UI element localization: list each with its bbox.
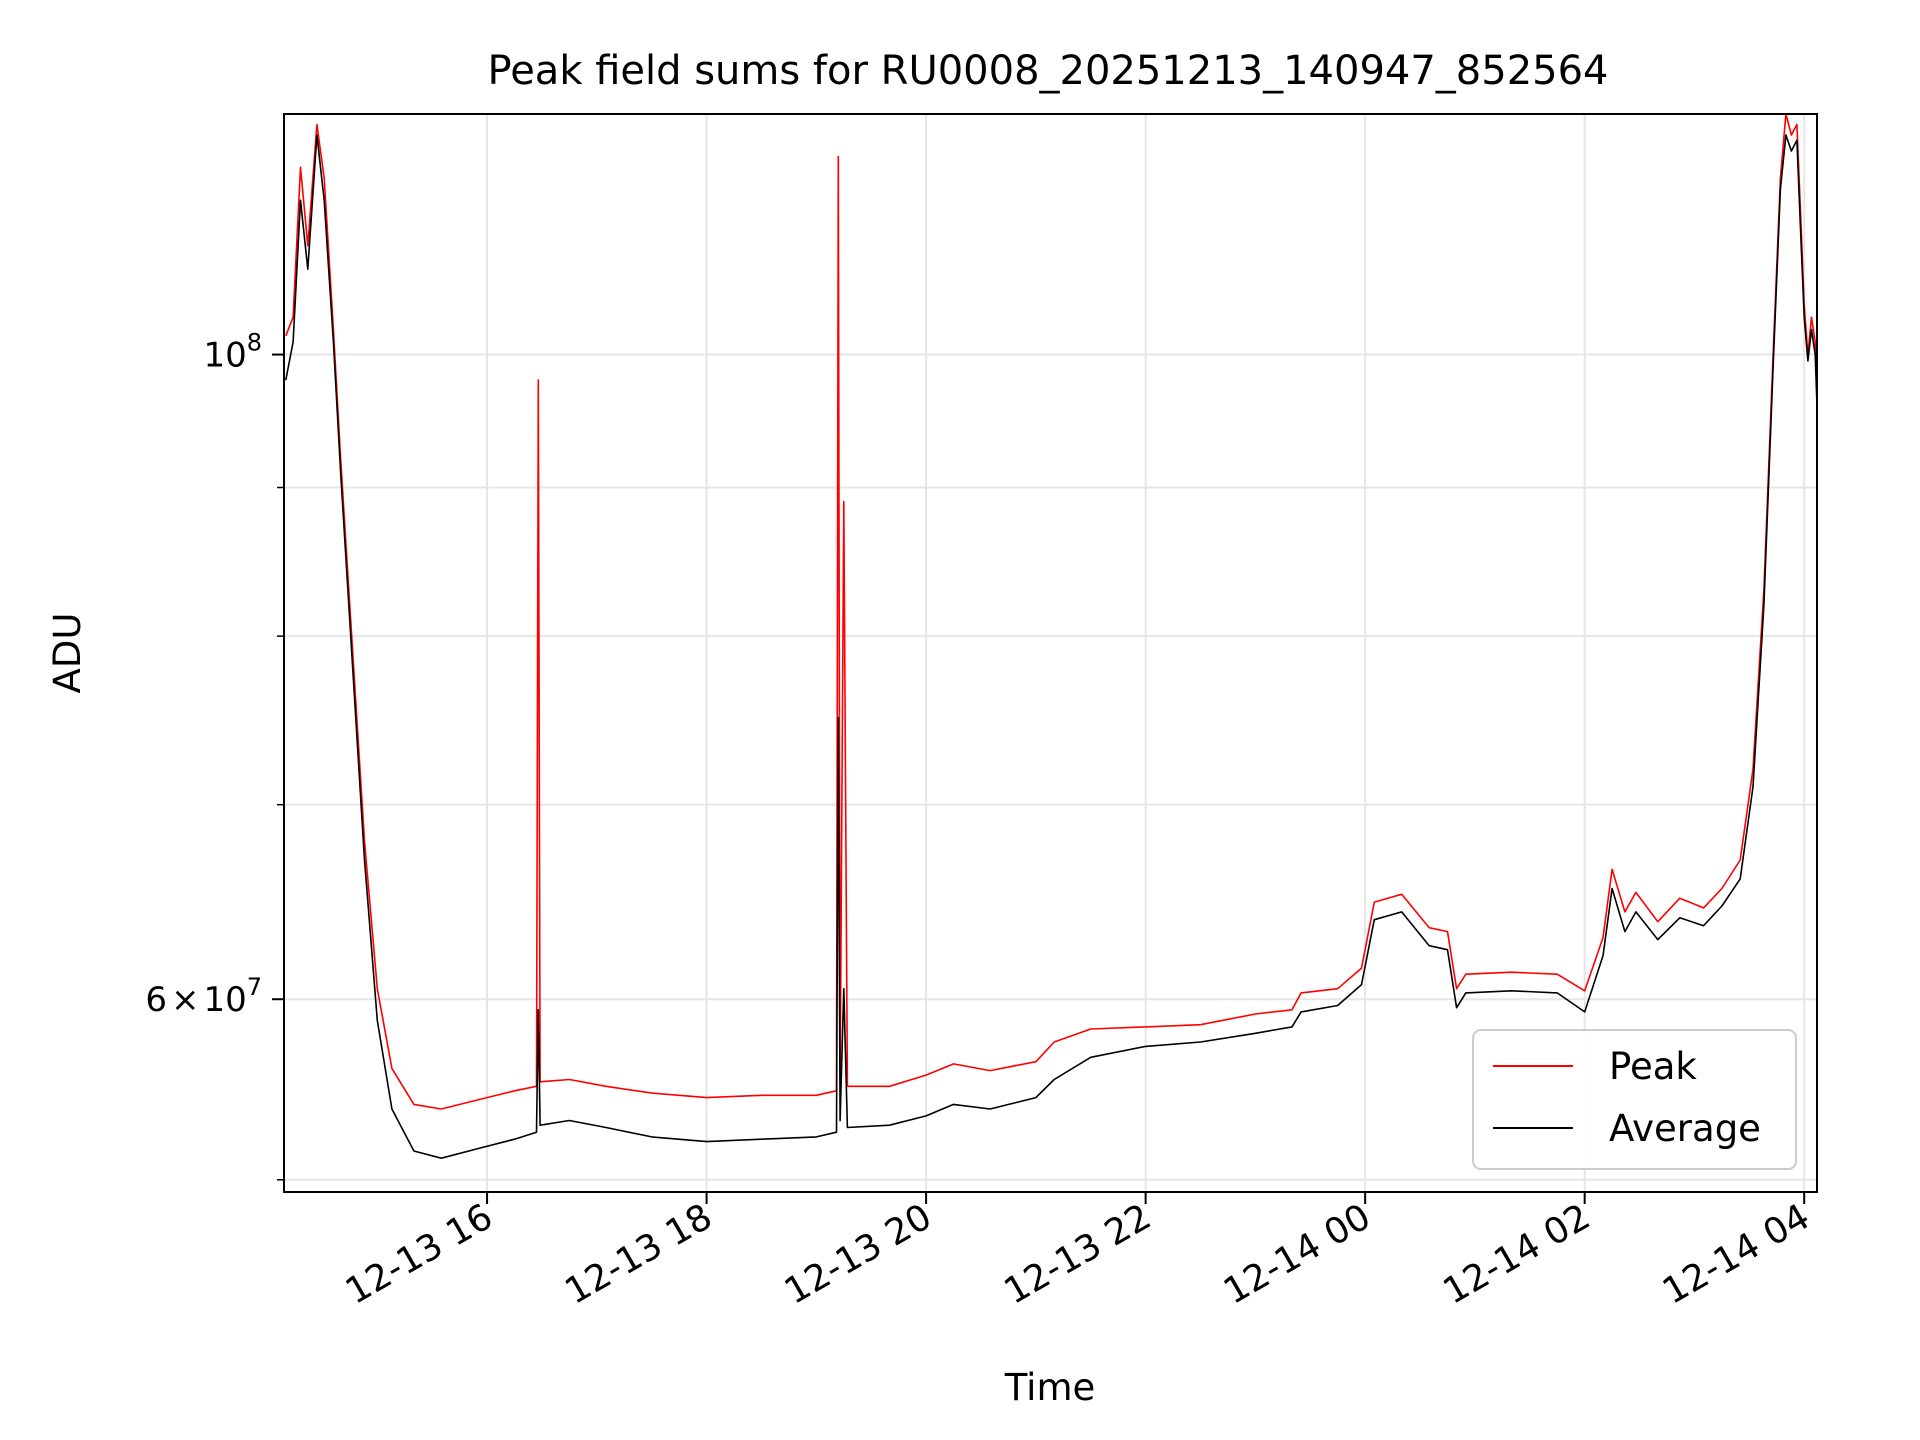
y-tick-mantissa: 6: [145, 980, 167, 1020]
y-axis-label: ADU: [46, 613, 89, 694]
legend: Peak Average: [1472, 1029, 1797, 1170]
series-layer: [285, 114, 1817, 1159]
y-tick-times: ×: [171, 980, 200, 1020]
y-tick-exponent: 7: [247, 973, 262, 1001]
y-tick-exponent: 8: [247, 329, 262, 357]
y-tick-base: 10: [203, 336, 246, 376]
chart-title: Peak field sums for RU0008_20251213_1409…: [488, 48, 1609, 94]
legend-label-average: Average: [1609, 1107, 1761, 1150]
plot-area: [283, 113, 1818, 1193]
series-line-average: [285, 134, 1817, 1159]
plot-frame: [283, 113, 1818, 1193]
series-line-peak: [285, 114, 1817, 1110]
y-tick-label: 6 × 107: [145, 973, 262, 1020]
grid: [284, 114, 1817, 1192]
legend-box: [1472, 1029, 1797, 1170]
y-tick-base: 10: [203, 980, 246, 1020]
y-tick-label: 108: [203, 329, 262, 376]
x-axis-label: Time: [1004, 1366, 1096, 1409]
legend-label-peak: Peak: [1609, 1045, 1697, 1088]
